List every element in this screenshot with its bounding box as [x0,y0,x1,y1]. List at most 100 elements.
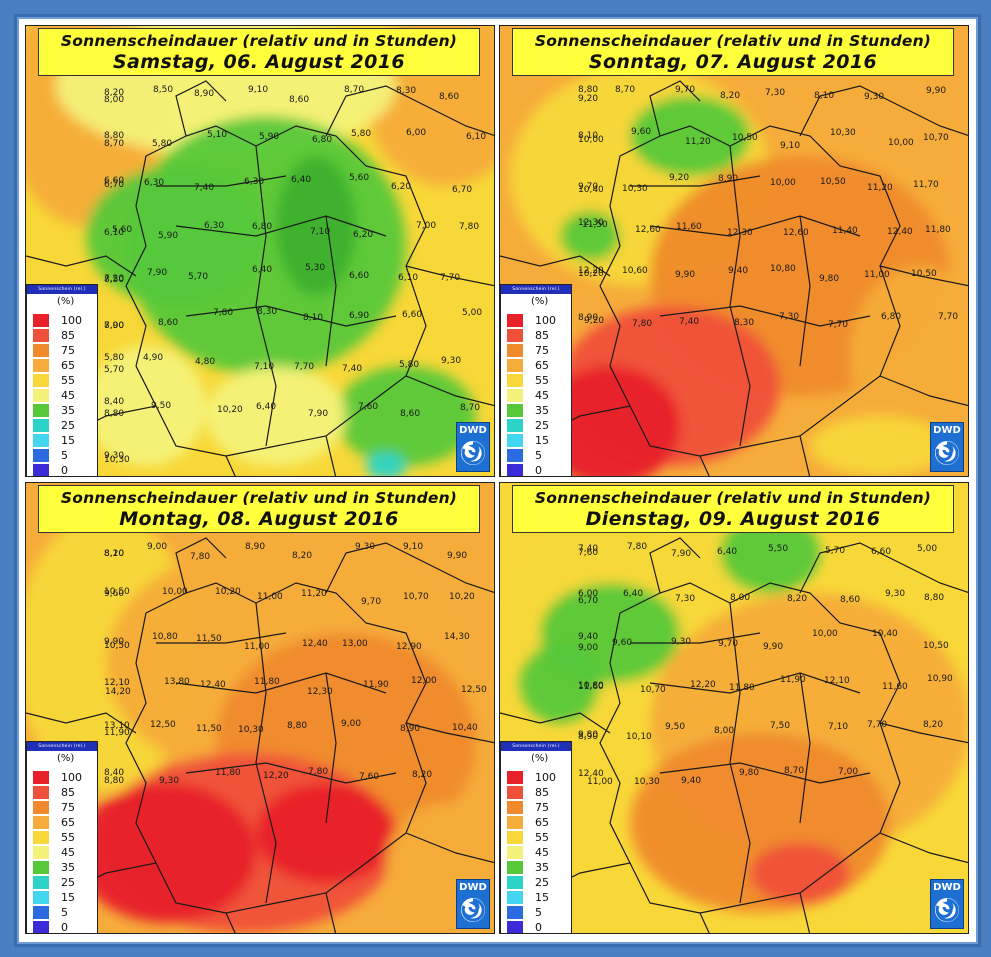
sunshine-hours-label: 10,50 [732,133,758,143]
map-title-box: Sonnenscheindauer (relativ und in Stunde… [512,485,954,533]
sunshine-hours-label: 9,60 [631,127,651,137]
sunshine-hours-label: 6,80 [252,222,272,232]
legend-row: 15 [507,433,567,448]
sunshine-hours-label: 11,50 [196,724,222,734]
legend-row: 75 [507,343,567,358]
map-panel-sunday: 9,20 8,80 8,70 9,70 8,20 7,30 8,10 9,30 9,90 8,10… [499,25,969,477]
legend-value: 15 [61,434,75,447]
legend-value: 15 [535,891,549,904]
sunshine-hours-label: 7,20 [104,274,124,284]
sunshine-hours-label: 8,20 [104,549,124,559]
map-title-box: Sonnenscheindauer (relativ und in Stunde… [38,485,480,533]
sunshine-hours-label: 9,30 [864,92,884,102]
sunshine-hours-label: 11,00 [244,642,270,652]
sunshine-hours-label: 10,60 [622,266,648,276]
sunshine-hours-label: 12,40 [302,639,328,649]
legend-swatch [507,906,523,919]
sunshine-hours-label: 4,90 [143,353,163,363]
sunshine-hours-label: 9,10 [248,85,268,95]
border-line [799,672,811,824]
legend-value: 55 [535,831,549,844]
legend-value: 5 [535,906,542,919]
sunshine-hours-label: 7,60 [359,772,379,782]
sunshine-hours-label: 10,40 [452,723,478,733]
sunshine-hours-label: 5,70 [188,272,208,282]
sunshine-hours-label: 5,30 [305,263,325,273]
map-date: Samstag, 06. August 2016 [112,51,406,73]
dwd-swirl-icon [461,441,485,465]
sunshine-hours-label: 8,70 [460,403,480,413]
map-panel-saturday: 8,00 8,20 8,50 8,90 9,10 8,60 8,70 8,30 8,60 8,80… [25,25,495,477]
sunshine-hours-label: 7,40 [342,364,362,374]
legend-value: 25 [61,419,75,432]
legend-swatch [507,329,523,342]
sunshine-hours-label: 7,70 [440,273,460,283]
legend-value: 75 [61,801,75,814]
legend-value: 25 [535,876,549,889]
border-line [175,537,227,594]
legend-swatch [33,329,49,342]
sunshine-hours-label: 7,50 [770,721,790,731]
legend-value: 0 [61,464,68,477]
sunshine-hours-label: 12,10 [104,678,130,688]
sunshine-hours-label: 7,80 [459,222,479,232]
sunshine-zone [630,96,750,176]
dwd-swirl-icon [935,441,959,465]
border-line [699,912,710,933]
sunshine-hours-label: 12,20 [578,266,604,276]
legend-value: 45 [535,389,549,402]
sunshine-map: 9,208,80 8,70 9,708,20 7,30 8,10 9,309,908,10… [500,26,968,476]
dwd-logo: DWD [456,422,490,472]
legend-value: 5 [61,906,68,919]
sunshine-hours-label: 8,70 [104,139,124,149]
sunshine-hours-label: 11,00 [257,592,283,602]
legend-value: 100 [61,314,82,327]
sunshine-hours-label: 10,20 [215,587,241,597]
sunshine-hours-label: 11,80 [925,225,951,235]
legend-row: 35 [507,860,567,875]
legend-row: 85 [507,785,567,800]
legend-swatch [33,389,49,402]
sunshine-hours-label: 8,80 [924,593,944,603]
border-line [500,712,611,734]
legend-row: 55 [33,373,93,388]
sunshine-hours-label: 11,60 [676,222,702,232]
sunshine-hours-label: 6,70 [578,596,598,606]
legend-value: 5 [535,449,542,462]
legend-row: 25 [33,418,93,433]
border-line [649,537,701,594]
sunshine-hours-label: 10,20 [449,592,475,602]
map-panel-monday: 8,20 8,10 9,00 7,80 8,90 8,20 9,30 9,10 9,90 9,60… [25,482,495,934]
border-line [729,602,751,904]
sunshine-hours-label: 9,50 [665,722,685,732]
sunshine-hours-label: 7,70 [867,720,887,730]
sunshine-hours-label: 11,60 [882,682,908,692]
sunshine-hours-label: 7,80 [213,308,233,318]
sunshine-hours-label: 9,70 [578,182,598,192]
sunshine-hours-label: 9,90 [763,642,783,652]
border-line [799,85,968,137]
sunshine-hours-label: 7,10 [828,722,848,732]
legend-row: 45 [507,845,567,860]
sunshine-hours-label: 9,00 [578,643,598,653]
sunshine-hours-label: 7,40 [679,317,699,327]
border-line [599,582,901,914]
sunshine-zone [86,166,266,306]
sunshine-hours-label: 9,70 [675,85,695,95]
image-frame: 8,00 8,20 8,50 8,90 9,10 8,60 8,70 8,30 8,60 8,80… [14,14,981,947]
dwd-logo-text: DWD [933,882,961,893]
legend-row: 85 [33,328,93,343]
legend-swatch [33,434,49,447]
sunshine-hours-label: 9,20 [578,94,598,104]
sunshine-hours-label: 6,70 [452,185,472,195]
sunshine-hours-label: 9,90 [104,637,124,647]
border-line [799,435,811,476]
border-line [255,145,277,447]
legend-value: 65 [61,816,75,829]
sunshine-hours-label: 14,30 [444,632,470,642]
border-line [175,215,387,237]
sunshine-hours-label: 8,60 [840,595,860,605]
dwd-swirl-icon [461,898,485,922]
sunshine-hours-label: 6,10 [104,228,124,238]
border-line [125,582,427,914]
